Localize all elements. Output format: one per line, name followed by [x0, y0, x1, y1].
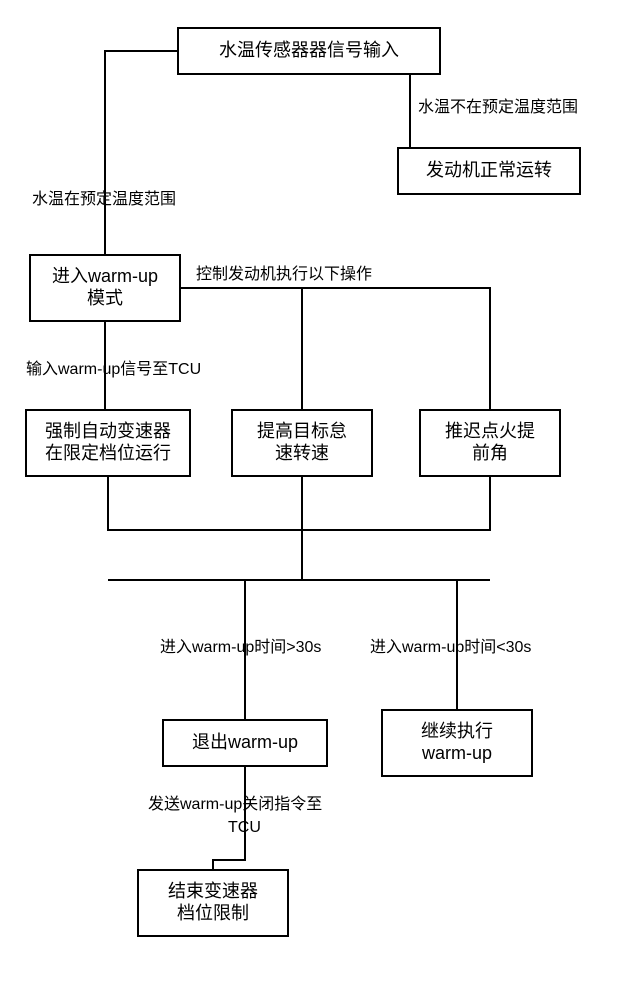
edge-label-e_close_l1: 发送warm-up关闭指令至 [148, 795, 322, 813]
edge-label-e_ctrl: 控制发动机执行以下操作 [196, 265, 372, 283]
node-n_input-label-0: 水温传感器器信号输入 [219, 40, 399, 60]
node-n_warmup-label-1: 模式 [87, 288, 123, 308]
edge-label-e_gt30: 进入warm-up时间>30s [160, 638, 321, 656]
node-n_delay-label-0: 推迟点火提 [445, 421, 535, 441]
node-n_warmup: 进入warm-up模式 [30, 255, 180, 321]
node-n_raise-label-0: 提高目标怠 [257, 421, 347, 441]
node-n_force-label-0: 强制自动变速器 [45, 421, 171, 441]
edge-label-e_in_range: 水温在预定温度范围 [32, 190, 176, 208]
edge-label-e_close_l2: TCU [228, 819, 261, 836]
node-n_warmup-label-0: 进入warm-up [52, 266, 158, 286]
edge-2 [180, 288, 490, 410]
node-n_cont-label-0: 继续执行 [421, 721, 493, 741]
node-n_normal: 发动机正常运转 [398, 148, 580, 194]
node-n_exit-label-0: 退出warm-up [192, 732, 298, 752]
node-n_force-label-1: 在限定档位运行 [45, 443, 171, 463]
node-n_end: 结束变速器档位限制 [138, 870, 288, 936]
edge-1 [105, 51, 178, 255]
edge-label-e_lt30: 进入warm-up时间<30s [370, 638, 531, 656]
node-n_end-label-0: 结束变速器 [168, 881, 258, 901]
node-n_raise: 提高目标怠速转速 [232, 410, 372, 476]
node-n_input: 水温传感器器信号输入 [178, 28, 440, 74]
flowchart-canvas: 水温传感器器信号输入发动机正常运转进入warm-up模式强制自动变速器在限定档位… [0, 0, 617, 1000]
node-n_cont-label-1: warm-up [421, 743, 492, 763]
node-n_exit: 退出warm-up [163, 720, 327, 766]
edge-label-e_out_range: 水温不在预定温度范围 [418, 98, 578, 116]
edge-label-e_sig_tcu: 输入warm-up信号至TCU [26, 360, 201, 378]
node-n_normal-label-0: 发动机正常运转 [426, 160, 552, 180]
node-n_raise-label-1: 速转速 [275, 443, 329, 463]
node-n_cont: 继续执行warm-up [382, 710, 532, 776]
node-n_delay: 推迟点火提前角 [420, 410, 560, 476]
node-n_force: 强制自动变速器在限定档位运行 [26, 410, 190, 476]
node-n_delay-label-1: 前角 [472, 443, 508, 463]
edge-5 [108, 476, 490, 530]
node-n_end-label-1: 档位限制 [177, 903, 249, 923]
edge-10 [213, 766, 245, 870]
